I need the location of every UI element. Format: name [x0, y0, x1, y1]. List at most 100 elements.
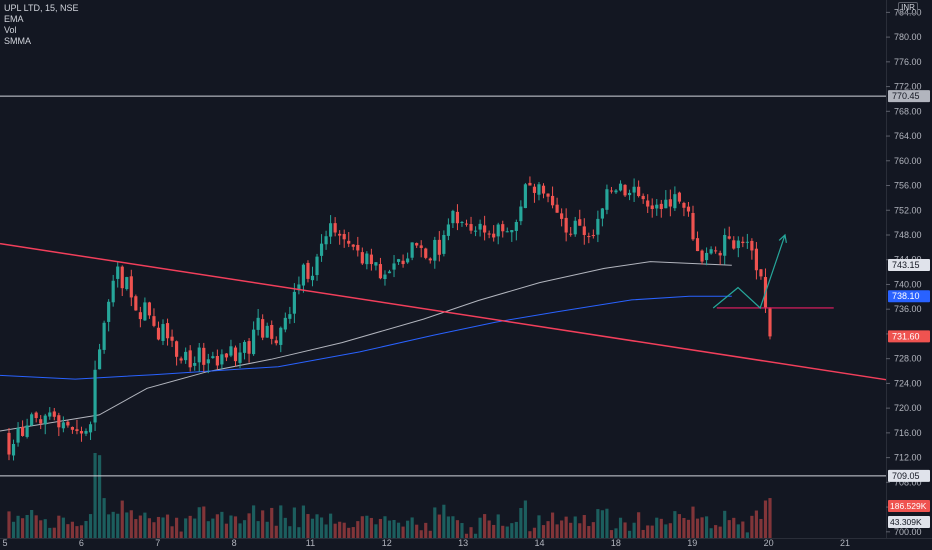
volume-bar: [727, 520, 731, 538]
candle-body: [224, 353, 229, 358]
time-tick-label: 18: [611, 538, 621, 548]
volume-bar: [61, 517, 65, 538]
currency-label[interactable]: INR: [898, 2, 918, 14]
smma-line: [0, 261, 732, 432]
drawing-tools[interactable]: [0, 95, 887, 477]
candle-body: [392, 263, 396, 270]
volume-label-text: 186.529K: [890, 501, 927, 511]
volume-bar: [324, 524, 328, 538]
volume-bar: [79, 525, 84, 538]
price-label-text: 709.05: [892, 471, 920, 481]
price-tick-label: 760.00: [894, 156, 922, 166]
candle-body: [433, 239, 437, 261]
volume-bar: [433, 507, 437, 538]
candle-body: [415, 243, 419, 246]
volume-bar: [723, 510, 727, 538]
candle-body: [261, 319, 265, 338]
volume-bar: [351, 527, 355, 538]
price-tick-label: 728.00: [894, 354, 922, 364]
volume-bar: [392, 519, 396, 538]
price-tick-label: 776.00: [894, 57, 922, 67]
volume-bar: [215, 514, 219, 538]
volume-bar: [43, 519, 47, 538]
volume-bar: [446, 516, 450, 538]
volume-bar: [120, 500, 124, 538]
candle-body: [741, 241, 745, 244]
volume-bar: [116, 513, 120, 538]
volume-bar: [229, 515, 233, 538]
price-axis[interactable]: 784.00 780.00 776.00 772.00 768.00 764.00 760.…: [886, 0, 932, 550]
price-tick-label: 772.00: [894, 82, 922, 92]
candle-body: [637, 186, 641, 197]
volume-indicator-label[interactable]: Vol: [4, 25, 17, 35]
volume-bar: [483, 514, 487, 538]
price-label-tag: [888, 469, 930, 482]
candle-body: [483, 225, 487, 233]
volume-bar: [342, 522, 346, 538]
volume-bar: [57, 515, 61, 538]
candle-body: [550, 195, 555, 206]
candle-body: [107, 301, 111, 322]
candle-body: [378, 264, 383, 279]
volume-bar: [673, 511, 677, 538]
candle-body: [70, 426, 75, 430]
price-tick-label: 716.00: [894, 428, 922, 438]
candle-body: [709, 249, 713, 254]
candle-body: [161, 324, 165, 341]
volume-bar: [156, 516, 161, 538]
candle-body: [510, 230, 514, 233]
volume-bar: [587, 526, 591, 538]
candle-body: [437, 239, 441, 255]
candle-body: [519, 206, 523, 222]
candle-body: [220, 354, 224, 365]
candle-body: [424, 248, 428, 258]
volume-bar: [478, 517, 482, 538]
time-tick-label: 6: [79, 538, 84, 548]
time-tick-label: 13: [458, 538, 468, 548]
volume-bar: [415, 524, 419, 538]
smma-indicator-label[interactable]: SMMA: [4, 36, 31, 46]
candle-body: [179, 358, 183, 361]
candle-body: [401, 260, 405, 265]
time-axis[interactable]: 5 6 7 8 11 12 13 14 18 19 20 21: [0, 538, 932, 548]
volume-bar: [442, 504, 446, 538]
candle-body: [197, 347, 201, 363]
candle-body: [396, 259, 401, 262]
candle-body: [514, 222, 518, 231]
volume-bar: [197, 507, 201, 538]
volume-bar: [641, 529, 645, 538]
volume-bar: [329, 513, 333, 538]
volume-bar: [682, 518, 686, 538]
candle-body: [623, 184, 627, 196]
volume-bar: [750, 515, 754, 538]
symbol-title[interactable]: UPL LTD, 15, NSE: [4, 3, 79, 13]
candle-body: [727, 236, 731, 239]
price-label-tag: [888, 330, 930, 343]
candle-body: [98, 349, 102, 370]
candlesticks[interactable]: [7, 176, 772, 461]
volume-bar: [754, 510, 758, 538]
volume-bar: [93, 453, 97, 538]
candle-body: [84, 431, 88, 434]
volume-bar: [261, 510, 265, 538]
candle-body: [704, 252, 709, 261]
candle-body: [79, 431, 84, 434]
volume-bar: [451, 516, 455, 538]
ema-indicator-label[interactable]: EMA: [4, 14, 24, 24]
volume-bar: [555, 524, 559, 538]
candle-body: [143, 302, 147, 321]
price-tick-label: 764.00: [894, 131, 922, 141]
volume-bar: [419, 530, 423, 538]
volume-bar: [233, 516, 238, 538]
candle-body: [591, 235, 595, 237]
volume-bar: [528, 531, 532, 538]
volume-bar: [220, 511, 224, 538]
price-label-text: 770.45: [892, 91, 920, 101]
volume-bar: [111, 511, 115, 538]
volume-bar: [618, 517, 623, 538]
volume-bar: [206, 521, 210, 538]
volume-bar: [514, 521, 518, 538]
volume-bar: [238, 523, 242, 538]
candle-body: [34, 412, 38, 419]
